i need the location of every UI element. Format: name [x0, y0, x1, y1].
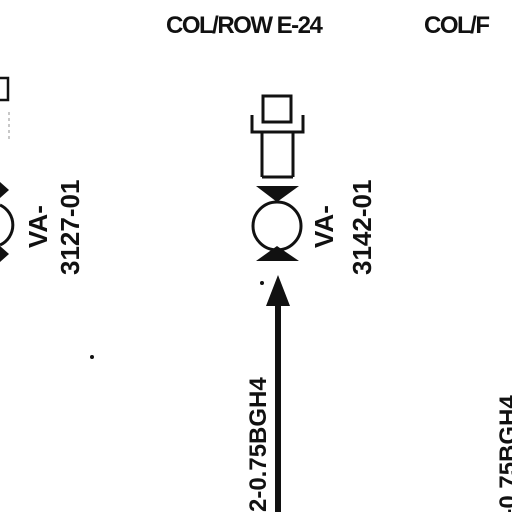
left-valve-tag-number: 3127-01: [55, 180, 85, 275]
center-valve-tag-prefix: VA-: [309, 205, 339, 248]
center-valve-body: [251, 186, 303, 285]
column-header-e24: COL/ROW E-24: [166, 12, 323, 39]
left-valve-tag-prefix: VA-: [23, 205, 53, 248]
center-valve-actuator: [250, 94, 305, 179]
left-valve-symbol: [0, 76, 15, 262]
flow-arrow-up: [266, 275, 290, 306]
left-valve-tag: VA- 3127-01: [23, 180, 85, 275]
center-pipe-line: [266, 275, 290, 512]
column-header-next: COL/F: [424, 12, 489, 39]
center-valve-tag-number: 3142-01: [347, 180, 377, 275]
stray-dot: [90, 355, 94, 359]
right-line-label: 2-0.75BGH4: [495, 395, 512, 512]
center-valve-tag: VA- 3142-01: [309, 180, 377, 275]
center-line-label: 2-0.75BGH4: [245, 377, 272, 512]
